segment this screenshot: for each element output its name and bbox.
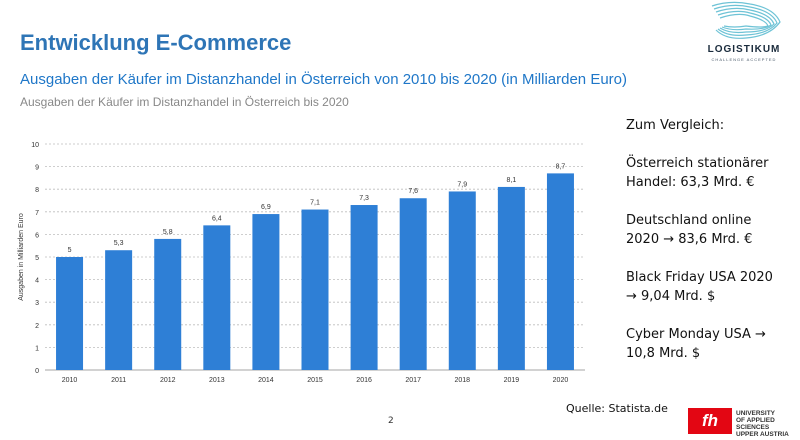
x-tick-label: 2017	[405, 377, 421, 384]
data-label: 5	[68, 247, 72, 254]
source-note: Quelle: Statista.de	[566, 402, 668, 415]
y-tick-label: 3	[35, 300, 39, 307]
sidebar-item-line: Handel: 63,3 Mrd. €	[626, 175, 755, 190]
data-label: 7,3	[359, 195, 369, 202]
sidebar-item: Black Friday USA 2020 → 9,04 Mrd. $	[626, 268, 796, 306]
sidebar-heading: Zum Vergleich:	[626, 118, 725, 133]
university-logo: fh UNIVERSITY OF APPLIED SCIENCES UPPER …	[688, 408, 796, 438]
y-tick-label: 4	[35, 278, 39, 285]
bar	[301, 209, 329, 370]
sidebar-item: Cyber Monday USA → 10,8 Mrd. $	[626, 325, 796, 363]
sidebar-item-line: Cyber Monday USA →	[626, 327, 766, 342]
chart-subtitle: Ausgaben der Käufer im Distanzhandel in …	[20, 95, 349, 109]
bar	[448, 191, 476, 370]
y-tick-label: 7	[35, 210, 39, 217]
page-number: 2	[388, 416, 394, 426]
bar	[203, 225, 231, 370]
data-label: 8,7	[556, 163, 566, 170]
y-tick-label: 0	[35, 368, 39, 375]
x-tick-label: 2015	[307, 377, 323, 384]
university-logo-mark: fh	[688, 408, 732, 434]
sidebar-item-line: Deutschland online	[626, 213, 752, 228]
university-logo-line: UNIVERSITY	[736, 410, 776, 417]
sidebar-item-line: Black Friday USA 2020	[626, 270, 773, 285]
bar	[154, 238, 182, 370]
y-tick-label: 2	[35, 323, 39, 330]
data-label: 5,3	[114, 240, 124, 247]
y-tick-label: 8	[35, 187, 39, 194]
sidebar-item-line: 2020 → 83,6 Mrd. €	[626, 232, 753, 247]
data-label: 6,9	[261, 204, 271, 211]
x-tick-label: 2020	[553, 377, 569, 384]
data-label: 7,1	[310, 200, 320, 207]
bar	[56, 257, 84, 370]
x-tick-label: 2010	[62, 377, 78, 384]
y-tick-label: 5	[35, 255, 39, 262]
x-tick-label: 2014	[258, 377, 274, 384]
bar	[252, 214, 280, 370]
sidebar-item-line: → 9,04 Mrd. $	[626, 289, 716, 304]
university-logo-line: OF APPLIED SCIENCES	[736, 417, 775, 431]
x-tick-label: 2012	[160, 377, 176, 384]
logo-name: LOGISTIKUM	[707, 44, 781, 55]
x-tick-label: 2011	[111, 377, 126, 384]
x-tick-label: 2016	[356, 377, 372, 384]
y-tick-label: 10	[31, 142, 39, 149]
comparison-sidebar: Zum Vergleich: Österreich stationärer Ha…	[626, 116, 796, 382]
sidebar-item-line: 10,8 Mrd. $	[626, 346, 701, 361]
sidebar-item-line: Österreich stationärer	[626, 156, 769, 171]
data-label: 5,8	[163, 229, 173, 236]
data-label: 6,4	[212, 215, 222, 222]
x-tick-label: 2019	[504, 377, 520, 384]
sidebar-item: Deutschland online 2020 → 83,6 Mrd. €	[626, 211, 796, 249]
data-label: 8,1	[506, 177, 516, 184]
bar	[105, 250, 133, 370]
y-tick-label: 1	[35, 345, 39, 352]
slide-title: Entwicklung E-Commerce	[20, 30, 292, 55]
x-tick-label: 2018	[454, 377, 470, 384]
university-logo-text: UNIVERSITY OF APPLIED SCIENCES UPPER AUS…	[736, 410, 796, 438]
y-axis-label: Ausgaben in Milliarden Euro	[18, 213, 25, 301]
chart-title: Ausgaben der Käufer im Distanzhandel in …	[20, 71, 627, 88]
logo-tagline: CHALLENGE ACCEPTED	[711, 57, 777, 62]
y-tick-label: 6	[35, 232, 39, 239]
bar	[497, 186, 525, 370]
y-tick-label: 9	[35, 165, 39, 172]
data-label: 7,9	[457, 181, 467, 188]
university-logo-line: UPPER AUSTRIA	[736, 431, 789, 438]
x-tick-label: 2013	[209, 377, 225, 384]
data-label: 7,6	[408, 188, 418, 195]
bar	[546, 173, 574, 370]
bar	[399, 198, 427, 370]
logistikum-logo-icon	[711, 1, 781, 39]
bar	[350, 205, 378, 370]
sidebar-item: Österreich stationärer Handel: 63,3 Mrd.…	[626, 154, 796, 192]
